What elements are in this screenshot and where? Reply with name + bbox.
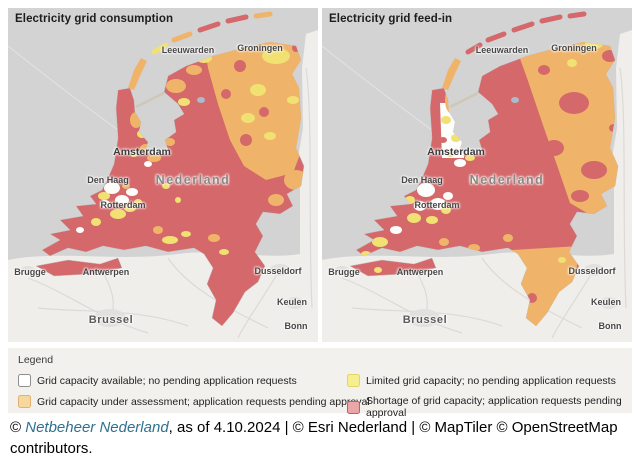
- map-label-bonn: Bonn: [598, 321, 622, 331]
- map-label-brussel: Brussel: [88, 314, 134, 326]
- map-label-bonn: Bonn: [284, 321, 308, 331]
- map-canvas-consumption[interactable]: [8, 8, 318, 342]
- map-label-den-haag: Den Haag: [401, 175, 443, 185]
- legend-title: Legend: [18, 354, 54, 366]
- map-canvas-feedin[interactable]: [322, 8, 632, 342]
- legend-label-available: Grid capacity available; no pending appl…: [37, 374, 297, 387]
- legend-label-shortage: Shortage of grid capacity; application r…: [366, 395, 622, 419]
- map-label-groningen: Groningen: [551, 43, 597, 53]
- map-label-rotterdam: Rotterdam: [100, 200, 146, 210]
- attribution: © Netbeheer Nederland, as of 4.10.2024 |…: [10, 417, 630, 453]
- map-label-den-haag: Den Haag: [87, 175, 129, 185]
- map-label-leeuwarden: Leeuwarden: [161, 45, 215, 55]
- legend-swatch-assessment: [18, 395, 31, 408]
- map-label-brussel: Brussel: [402, 314, 448, 326]
- legend-swatch-available: [18, 374, 31, 387]
- map-label-antwerpen: Antwerpen: [82, 267, 130, 277]
- map-label-groningen: Groningen: [237, 43, 283, 53]
- map-label-keulen: Keulen: [590, 297, 622, 307]
- attribution-prefix: ©: [10, 419, 26, 436]
- map-title-consumption: Electricity grid consumption: [15, 13, 174, 25]
- map-label-dusseldorf: Dusseldorf: [254, 266, 302, 276]
- attribution-link-netbeheer[interactable]: Netbeheer Nederland: [25, 419, 169, 436]
- legend-item-assessment: Grid capacity under assessment; applicat…: [18, 395, 370, 408]
- legend-item-shortage: Shortage of grid capacity; application r…: [347, 395, 632, 419]
- map-label-amsterdam: Amsterdam: [427, 146, 485, 158]
- map-panel-feedin[interactable]: Electricity grid feed-in Leeuwarden Gron…: [322, 8, 632, 342]
- map-label-nederland: Nederland: [469, 173, 545, 187]
- legend-swatch-limited: [347, 374, 360, 387]
- map-label-keulen: Keulen: [276, 297, 308, 307]
- map-panel-consumption[interactable]: Electricity grid consumption Leeuwarden …: [8, 8, 318, 342]
- map-label-leeuwarden: Leeuwarden: [475, 45, 529, 55]
- legend-panel: Legend Grid capacity available; no pendi…: [8, 348, 632, 419]
- map-label-brugge: Brugge: [328, 267, 360, 277]
- map-title-feedin: Electricity grid feed-in: [329, 13, 453, 25]
- map-label-dusseldorf: Dusseldorf: [568, 266, 616, 276]
- legend-label-assessment: Grid capacity under assessment; applicat…: [37, 395, 370, 408]
- legend-label-limited: Limited grid capacity; no pending applic…: [366, 374, 616, 387]
- legend-swatch-shortage: [347, 400, 360, 414]
- attribution-rest: , as of 4.10.2024 | © Esri Nederland | ©…: [10, 419, 618, 453]
- map-label-brugge: Brugge: [14, 267, 46, 277]
- map-label-rotterdam: Rotterdam: [414, 200, 460, 210]
- map-label-amsterdam: Amsterdam: [113, 146, 171, 158]
- map-label-nederland: Nederland: [155, 173, 231, 187]
- map-label-antwerpen: Antwerpen: [396, 267, 444, 277]
- legend-item-limited: Limited grid capacity; no pending applic…: [347, 374, 616, 387]
- legend-item-available: Grid capacity available; no pending appl…: [18, 374, 297, 387]
